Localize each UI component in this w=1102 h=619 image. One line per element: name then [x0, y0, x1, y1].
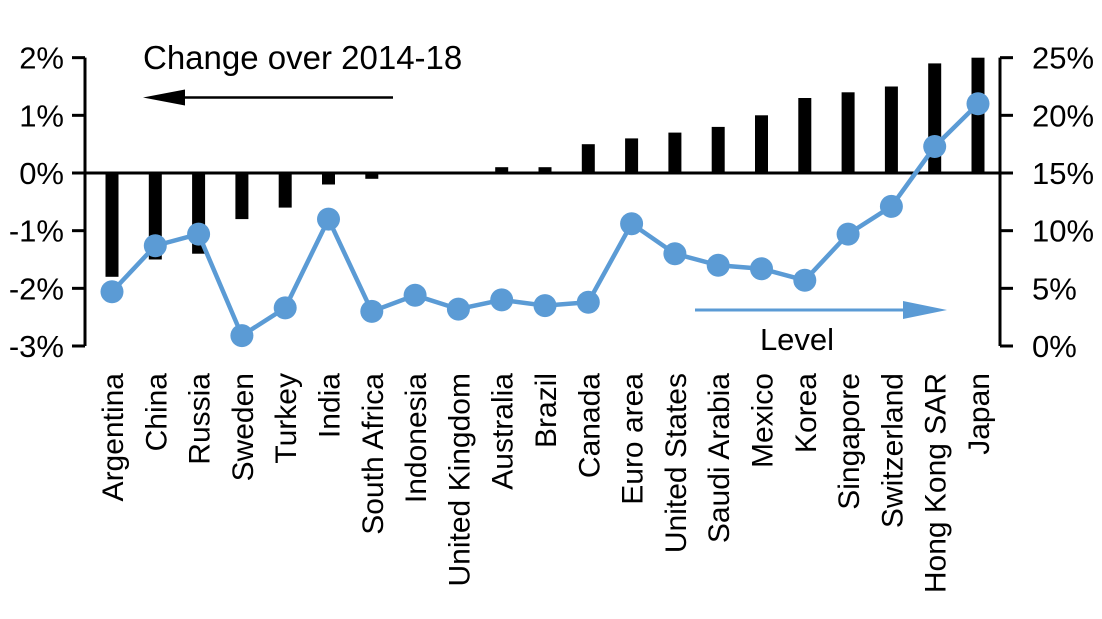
right-axis-tick-label: 10%	[1032, 214, 1094, 249]
right-axis-tick-label: 5%	[1032, 271, 1077, 306]
dot-united-states	[663, 242, 687, 266]
bar-saudi-arabia	[711, 126, 725, 173]
right-axis-tick-label: 25%	[1032, 41, 1094, 76]
dot-switzerland	[879, 194, 903, 218]
dot-united-kingdom	[446, 297, 470, 321]
dot-india	[317, 207, 340, 231]
left-axis-tick-label: 0%	[19, 156, 64, 191]
bar-india	[322, 173, 335, 185]
dot-japan	[966, 92, 990, 116]
dot-singapore	[836, 222, 860, 246]
right-arrow-icon	[695, 301, 947, 319]
bar-sweden	[235, 173, 249, 220]
left-axis-tick-label: -3%	[9, 329, 64, 364]
right-axis-tick-label: 20%	[1032, 98, 1094, 133]
dot-indonesia	[403, 283, 427, 307]
dot-euro-area	[620, 212, 644, 236]
dot-russia	[187, 222, 211, 246]
bar-japan	[971, 57, 985, 174]
x-label-united-kingdom: United Kingdom	[443, 373, 476, 586]
bar-euro-area	[625, 138, 639, 173]
x-label-argentina: Argentina	[97, 373, 130, 502]
bar-switzerland	[884, 86, 898, 173]
x-label-singapore: Singapore	[833, 373, 866, 510]
line-series-label: Level	[760, 322, 834, 357]
dot-argentina	[100, 280, 124, 304]
bar-korea	[798, 98, 812, 173]
x-label-mexico: Mexico	[747, 373, 780, 468]
left-axis-tick-label: 2%	[19, 41, 64, 76]
dot-australia	[490, 288, 514, 312]
x-label-sweden: Sweden	[227, 373, 260, 481]
x-label-turkey: Turkey	[270, 373, 303, 464]
left-axis-tick-label: 1%	[19, 98, 64, 133]
bar-australia	[495, 167, 509, 173]
right-axis-tick-label: 15%	[1032, 156, 1094, 191]
dot-brazil	[533, 294, 557, 318]
bar-singapore	[841, 92, 855, 173]
x-label-switzerland: Switzerland	[876, 373, 909, 528]
x-label-south-africa: South Africa	[357, 373, 390, 535]
x-label-canada: Canada	[573, 373, 606, 478]
x-axis-labels: Argentina China Russia Sweden Turkey India Sou…	[97, 373, 996, 593]
x-label-brazil: Brazil	[530, 373, 563, 448]
x-label-korea: Korea	[790, 373, 823, 453]
line-series	[100, 92, 990, 348]
dot-china	[143, 234, 167, 258]
x-label-japan: Japan	[963, 373, 996, 455]
x-label-india: India	[314, 373, 347, 438]
chart-title: Change over 2014-18	[143, 39, 462, 76]
bar-brazil	[538, 167, 552, 173]
bar-argentina	[105, 173, 119, 277]
x-label-euro-area: Euro area	[617, 373, 650, 505]
bar-mexico	[755, 115, 768, 173]
dot-canada	[576, 290, 600, 314]
x-label-china: China	[140, 373, 173, 452]
axes: 2% 1% 0% -1% -2% -3% 25% 20% 15% 10% 5% 0%	[9, 41, 1094, 364]
left-arrow-icon	[143, 89, 393, 106]
dot-saudi-arabia	[706, 253, 730, 277]
dot-south-africa	[360, 299, 384, 323]
x-label-indonesia: Indonesia	[400, 373, 433, 503]
left-axis-tick-label: -2%	[9, 271, 64, 306]
bar-south-africa	[365, 173, 379, 179]
dot-turkey	[273, 296, 297, 320]
x-label-australia: Australia	[487, 373, 520, 490]
x-label-russia: Russia	[184, 373, 217, 465]
bar-canada	[581, 144, 595, 173]
dot-korea	[793, 268, 817, 292]
bar-turkey	[278, 173, 292, 208]
left-axis-tick-label: -1%	[9, 214, 64, 249]
x-label-united-states: United States	[660, 373, 693, 553]
x-label-hong-kong-sar: Hong Kong SAR	[920, 373, 953, 593]
x-label-saudi-arabia: Saudi Arabia	[703, 373, 736, 543]
dot-sweden	[230, 324, 254, 348]
right-axis-tick-label: 0%	[1032, 329, 1077, 364]
dot-hong-kong-sar	[923, 135, 947, 158]
bar-united-states	[668, 132, 682, 173]
dot-mexico	[750, 257, 773, 281]
